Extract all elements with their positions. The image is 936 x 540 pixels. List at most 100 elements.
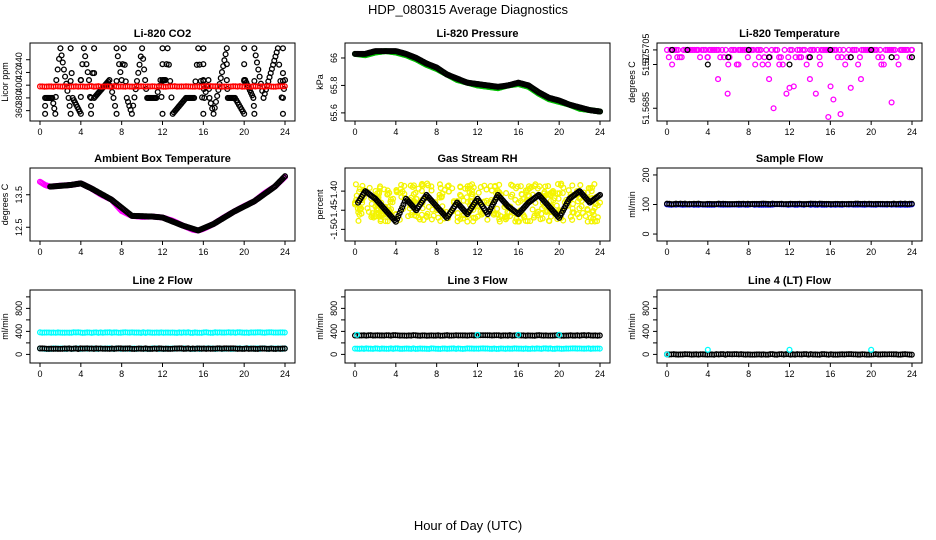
chart-panel-4: Ambient Box Temperature degrees C 0 4 8 12 16 2… [0, 153, 296, 257]
y-axis-label: ml/min [627, 313, 637, 340]
data-point-magenta [755, 54, 762, 61]
data-point-yellow [377, 183, 384, 190]
x-tick-label: 20 [554, 369, 564, 379]
x-tick-label: 16 [198, 369, 208, 379]
data-point-black [281, 77, 289, 84]
data-point-magenta [674, 54, 681, 61]
data-point-magenta [776, 61, 783, 68]
data-point-magenta [880, 61, 887, 68]
data-point-black [106, 77, 113, 84]
data-point-black [80, 45, 87, 52]
data-point-yellow [576, 205, 583, 212]
data-point-yellow [569, 200, 577, 207]
data-point-black [906, 351, 913, 358]
data-point-black [596, 108, 604, 115]
data-point-cyan [663, 351, 671, 358]
data-point-yellow [584, 206, 591, 213]
y-tick-label: 400 [641, 324, 651, 339]
data-point-magenta [803, 61, 810, 68]
data-point-black [251, 110, 258, 117]
data-point-black [87, 110, 95, 117]
data-point-black [212, 98, 220, 105]
data-point-black [725, 54, 732, 61]
data-point-black [241, 110, 248, 117]
data-point-yellow [547, 197, 554, 204]
x-tick-label: 24 [280, 369, 290, 379]
data-point-black [200, 61, 207, 68]
data-point-yellow [372, 203, 379, 210]
x-tick-label: 12 [157, 247, 167, 257]
y-tick-label: -1.45 [329, 200, 339, 221]
data-point-magenta [724, 90, 731, 97]
x-tick-label: 24 [595, 127, 605, 137]
data-point-magenta [895, 61, 902, 68]
data-point-yellow [496, 218, 503, 225]
data-point-black [211, 104, 218, 111]
y-axis-label: percent [315, 189, 325, 220]
data-point-black [66, 102, 73, 109]
data-point-yellow [464, 183, 471, 190]
y-axis-label: ml/min [627, 191, 637, 218]
x-tick-label: 8 [434, 369, 439, 379]
data-point-black [223, 61, 230, 68]
data-point-black [159, 45, 166, 52]
data-point-yellow [428, 216, 435, 223]
data-point-magenta [875, 54, 882, 61]
y-tick-label: 0 [329, 352, 339, 357]
data-point-black [596, 332, 603, 339]
x-tick-label: 8 [434, 127, 439, 137]
data-point-black [250, 94, 257, 101]
data-point-black [113, 45, 120, 52]
x-tick-label: 4 [393, 369, 398, 379]
x-tick-label: 20 [866, 127, 876, 137]
data-point-black [116, 61, 123, 68]
data-point-black [67, 77, 74, 85]
data-point-magenta [704, 54, 711, 61]
y-tick-label: 65.6 [329, 104, 339, 122]
x-tick-label: 8 [746, 127, 751, 137]
data-point-yellow [409, 183, 416, 191]
data-point-black [191, 94, 198, 101]
data-point-black [195, 45, 202, 52]
data-point-magenta [847, 84, 854, 91]
data-point-magenta [888, 99, 895, 106]
data-point-yellow [522, 187, 530, 194]
data-point-yellow [525, 183, 533, 190]
y-axis-label: kPa [315, 74, 325, 90]
data-point-yellow [494, 211, 501, 218]
data-point-yellow [545, 183, 552, 190]
data-point-black [121, 61, 128, 68]
y-tick-label: 65.8 [329, 77, 339, 95]
data-point-magenta [878, 61, 885, 68]
x-tick-label: 20 [239, 127, 249, 137]
x-tick-label: 8 [746, 369, 751, 379]
x-tick-label: 4 [78, 247, 83, 257]
x-tick-label: 24 [907, 247, 917, 257]
x-tick-label: 24 [280, 127, 290, 137]
data-point-black [806, 54, 813, 61]
data-point-yellow [352, 181, 359, 188]
data-point-black [241, 45, 248, 52]
data-point-black [868, 46, 875, 53]
y-tick-label: 360 [14, 103, 24, 118]
data-point-black [52, 93, 59, 101]
data-point-yellow [398, 181, 405, 188]
data-point-black [251, 45, 258, 52]
x-tick-label: 0 [664, 127, 669, 137]
chart-title: Ambient Box Temperature [94, 153, 231, 165]
y-tick-label: 51.5705 [641, 34, 651, 67]
data-point-black [827, 46, 834, 53]
data-point-black [218, 69, 226, 76]
data-point-yellow [584, 218, 591, 225]
data-point-black [250, 102, 257, 109]
data-point-black [58, 52, 65, 59]
data-point-magenta [796, 46, 803, 53]
data-point-black [280, 174, 287, 181]
data-point-black [908, 200, 915, 207]
data-point-black [113, 110, 120, 117]
data-point-magenta [827, 83, 834, 90]
data-point-magenta [714, 76, 722, 83]
data-point-black [59, 59, 66, 66]
data-point-black [281, 173, 289, 180]
data-point-magenta [665, 54, 672, 61]
